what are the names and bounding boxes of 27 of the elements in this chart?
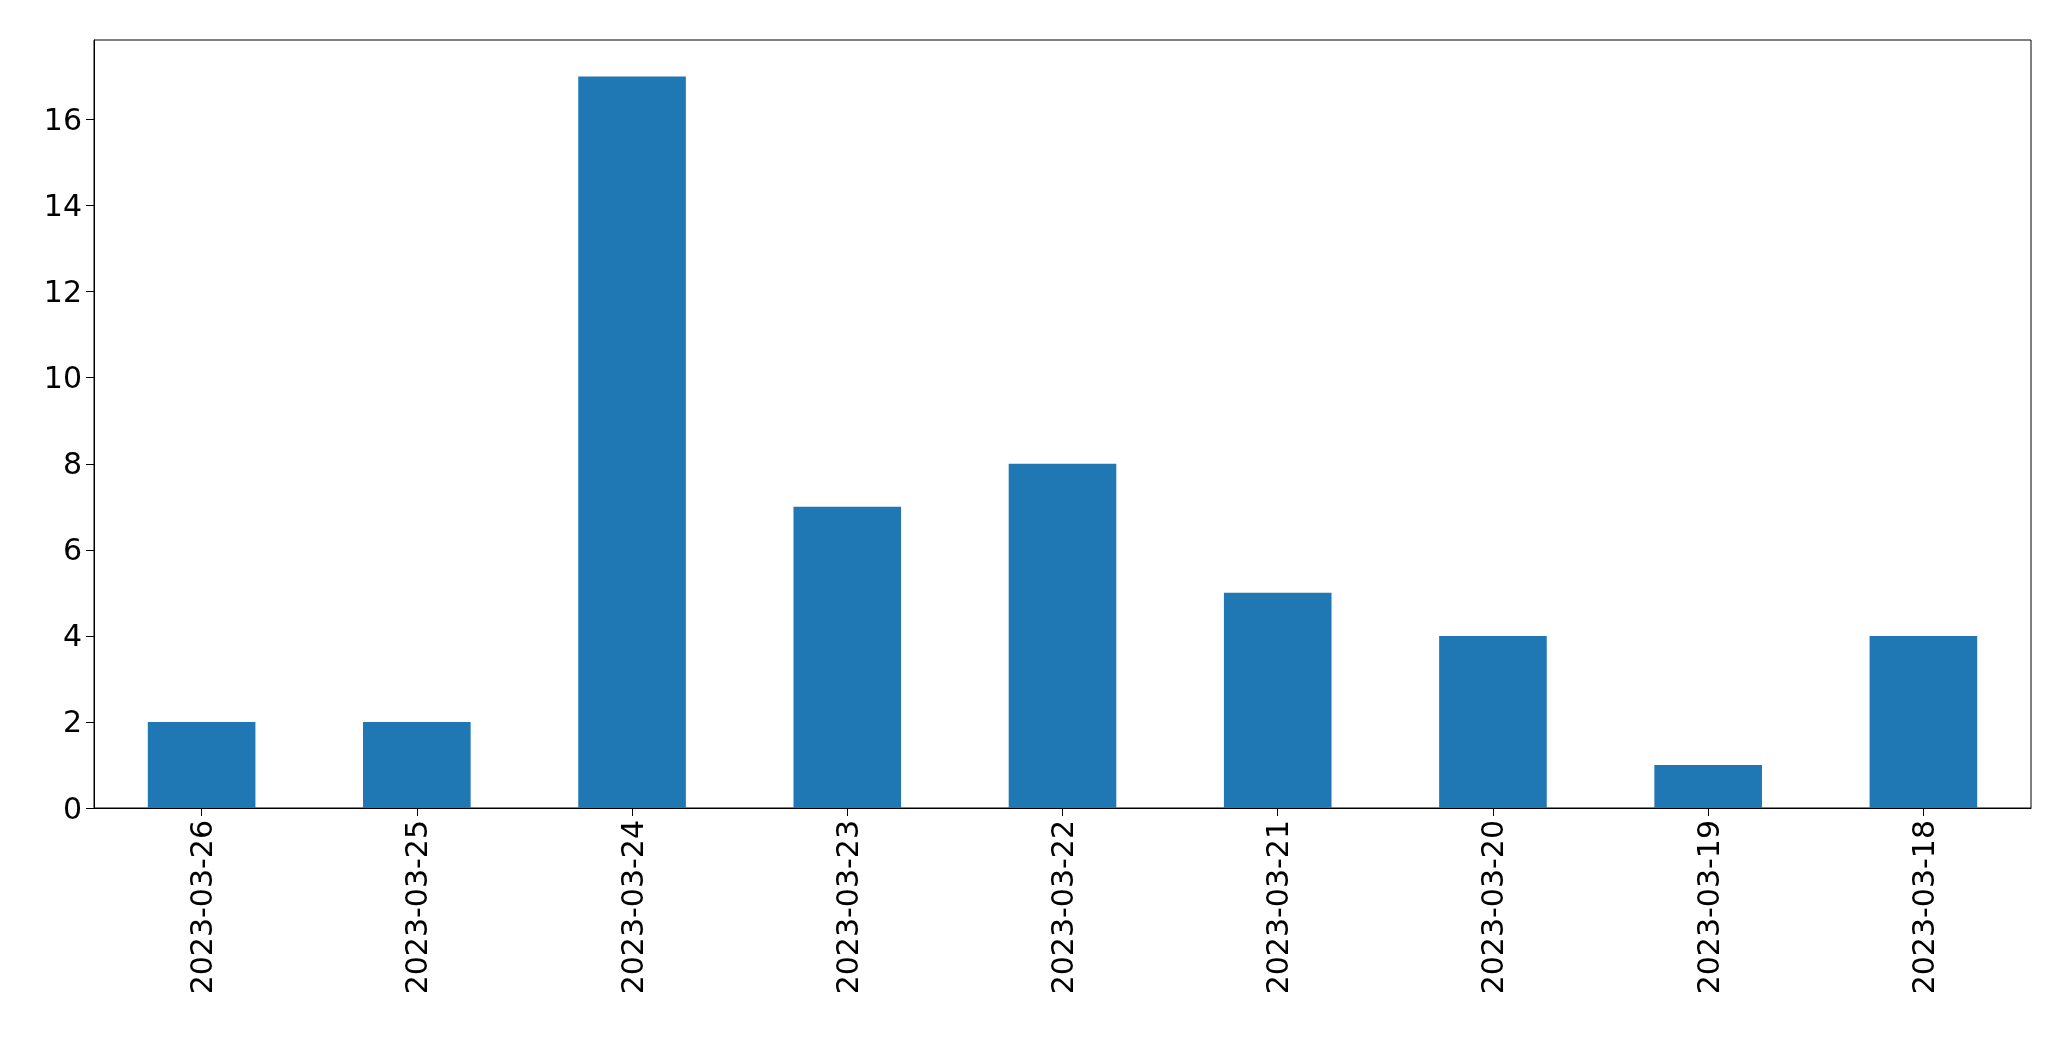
y-tick-label: 2 xyxy=(62,704,82,740)
x-tick-label: 2023-03-24 xyxy=(614,820,650,995)
x-tick-label: 2023-03-19 xyxy=(1690,820,1726,995)
x-tick-label: 2023-03-23 xyxy=(829,820,865,995)
y-tick-label: 10 xyxy=(43,360,82,396)
bar xyxy=(1008,463,1117,808)
bar xyxy=(147,721,256,808)
x-tick-label: 2023-03-18 xyxy=(1905,820,1941,995)
x-tick-label: 2023-03-21 xyxy=(1260,820,1296,995)
bar xyxy=(793,506,902,808)
x-tick-label: 2023-03-25 xyxy=(399,820,435,995)
y-tick-label: 12 xyxy=(43,274,82,310)
bar xyxy=(363,721,471,808)
y-tick-label: 16 xyxy=(43,102,82,138)
x-tick-label: 2023-03-20 xyxy=(1475,820,1511,995)
x-tick-label: 2023-03-26 xyxy=(184,820,220,995)
y-tick-label: 6 xyxy=(62,532,82,568)
bar xyxy=(1439,635,1547,808)
bar xyxy=(1223,592,1332,808)
bar xyxy=(1869,635,1978,808)
y-tick-label: 8 xyxy=(62,446,82,482)
y-tick-label: 0 xyxy=(62,790,82,826)
bar xyxy=(1654,764,1762,808)
y-tick-label: 14 xyxy=(43,188,82,224)
bar xyxy=(578,76,686,808)
x-tick-label: 2023-03-22 xyxy=(1045,820,1080,995)
y-tick-label: 4 xyxy=(62,618,82,654)
